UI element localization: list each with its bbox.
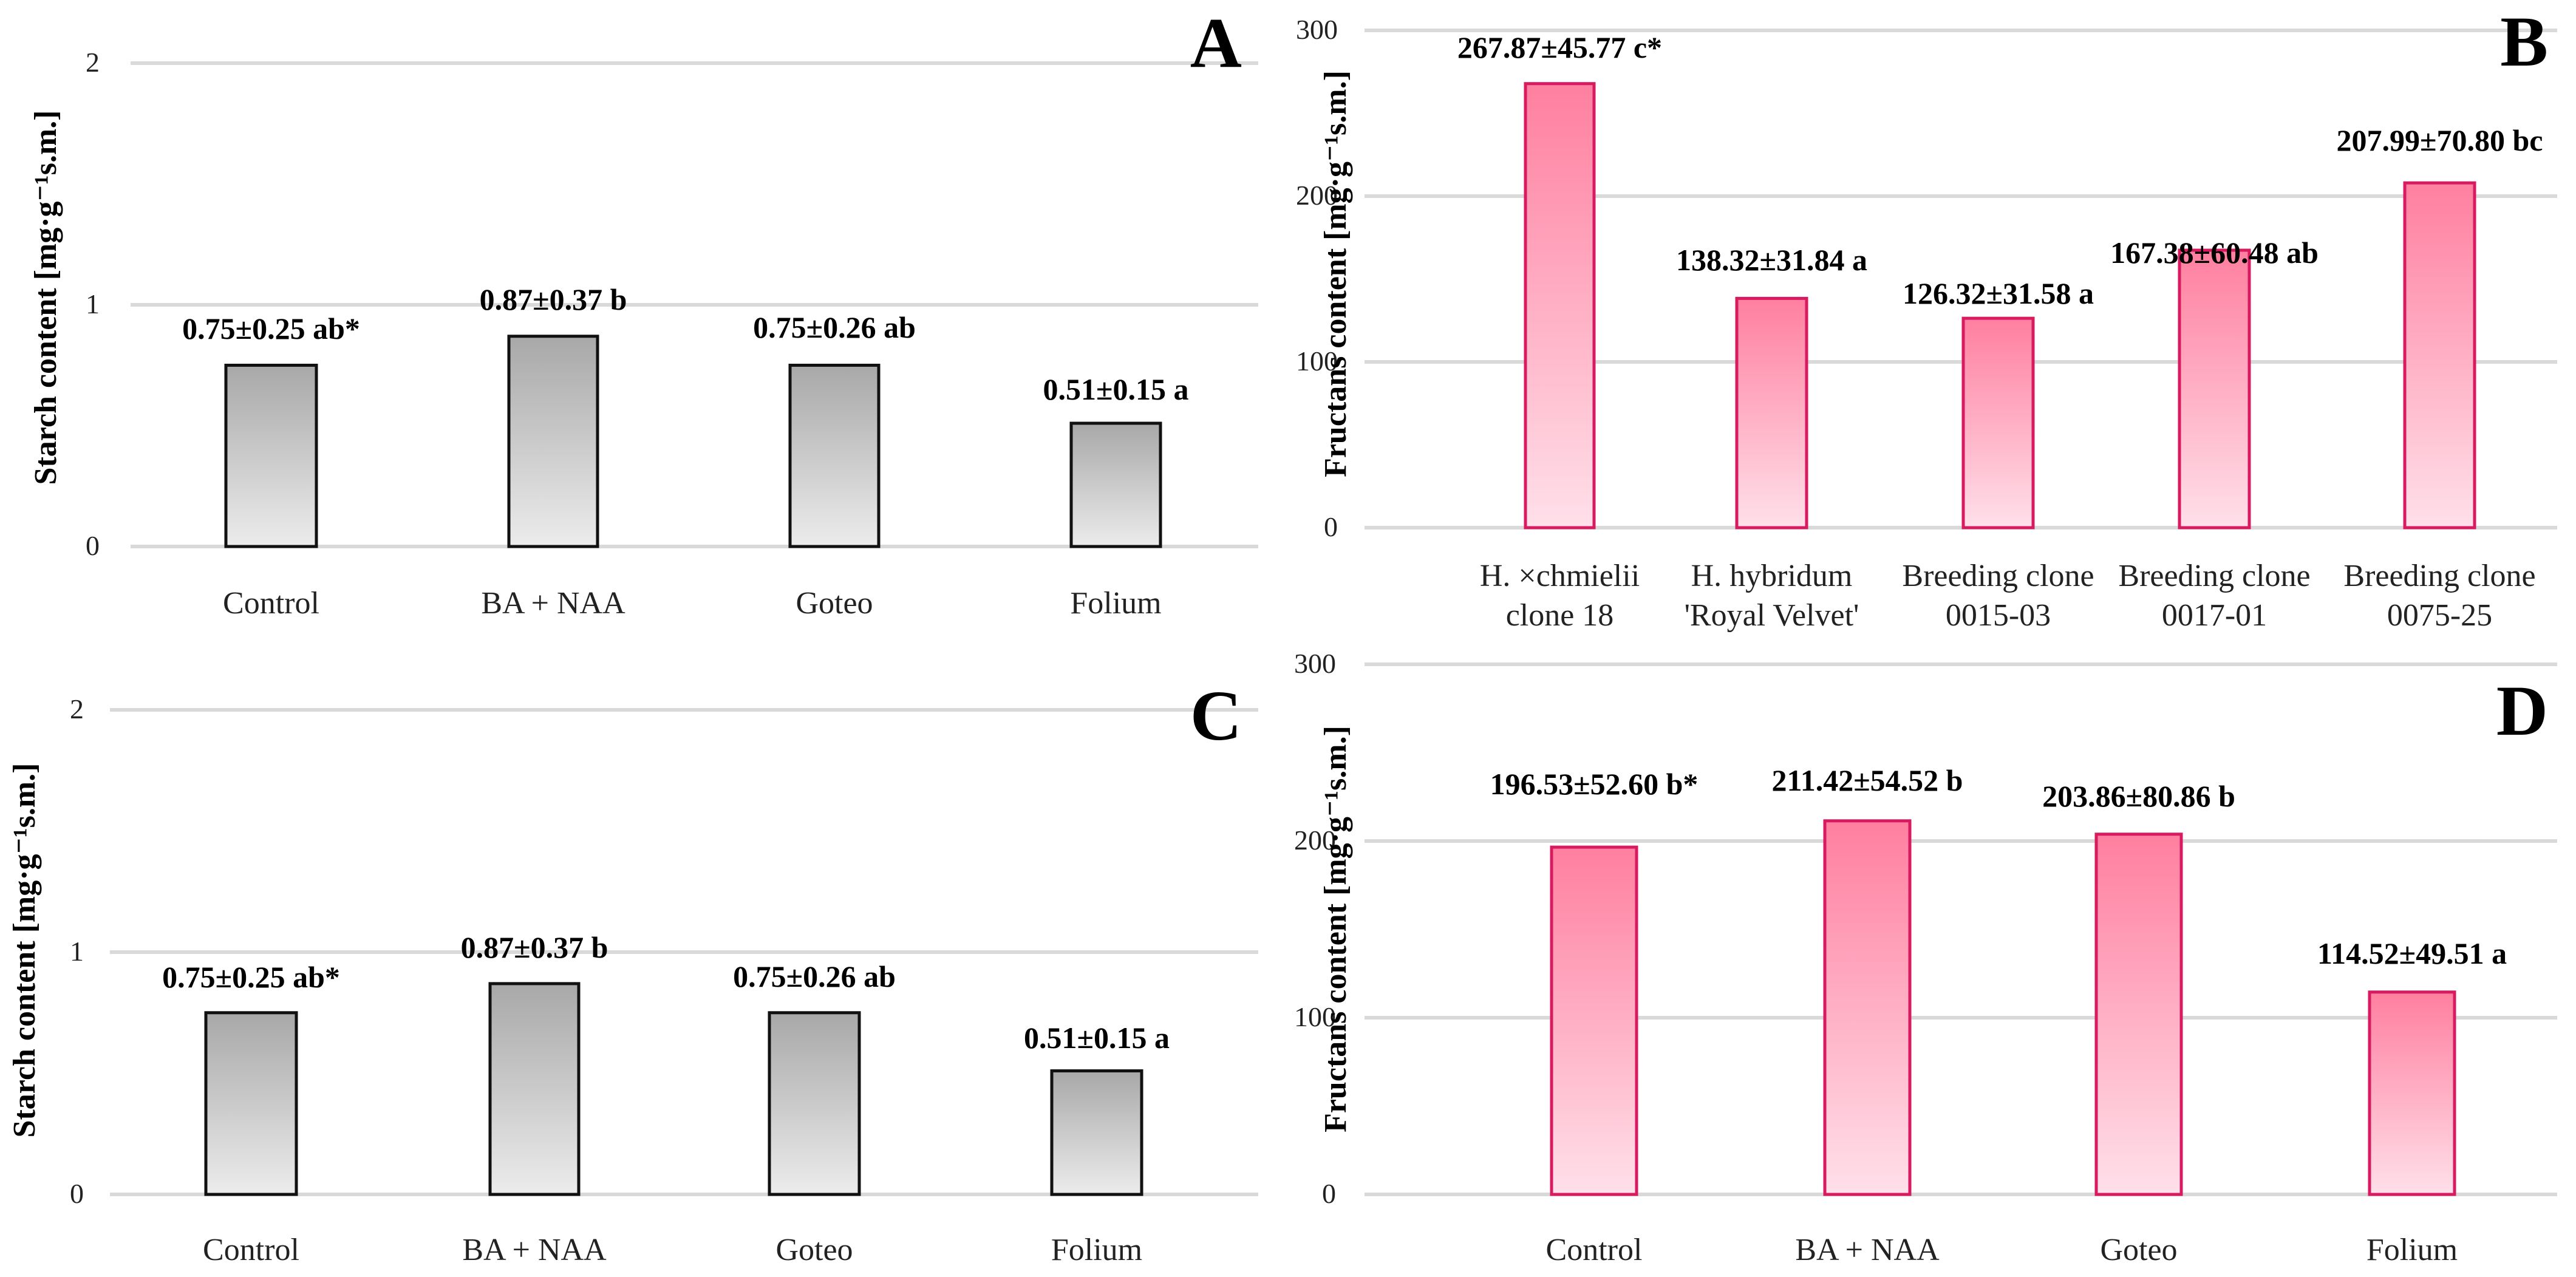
panel-a-data-label: 0.75±0.26 ab <box>753 310 916 344</box>
panel-b-bar <box>1735 296 1808 530</box>
panel-a-data-label: 0.87±0.37 b <box>480 282 627 316</box>
panel-d-y-tick-label: 0 <box>1322 1178 1336 1209</box>
panel-b-y-tick-label: 300 <box>1296 14 1338 45</box>
panel-d-data-label: 196.53±52.60 b* <box>1490 767 1699 801</box>
panel-b-bar <box>2178 248 2251 530</box>
panel-a-y-tick-label: 1 <box>86 288 100 319</box>
panel-b-category-label: H. ×chmielii <box>1480 559 1640 593</box>
panel-b-category-label: 0017-01 <box>2162 598 2267 633</box>
panel-c-y-tick-label: 0 <box>70 1178 84 1209</box>
panel-a-y-tick-label: 0 <box>86 530 100 561</box>
panel-b-bar <box>1961 316 2035 530</box>
panel-a-bar <box>507 335 599 548</box>
panel-c-letter: C <box>1190 676 1242 755</box>
panel-a-data-label: 0.51±0.15 a <box>1043 372 1189 406</box>
panel-b-y-tick-label: 200 <box>1296 180 1338 211</box>
panel-d-category-label: Goteo <box>2100 1233 2177 1267</box>
panel-b-bar <box>2403 181 2476 530</box>
panel-a-y-tick-label: 2 <box>86 47 100 78</box>
panel-c-data-label: 0.51±0.15 a <box>1024 1021 1170 1055</box>
panel-a-y-axis-title: Starch content [mg·g⁻¹s.m.] <box>29 111 63 485</box>
panel-b-category-label: Breeding clone <box>1902 559 2094 593</box>
panel-b-category-label: 0075-25 <box>2387 598 2492 633</box>
panel-b-category-label: Breeding clone <box>2118 559 2310 593</box>
panel-b-letter: B <box>2500 2 2548 81</box>
panel-d-y-tick-label: 300 <box>1294 648 1336 679</box>
panel-d-letter: D <box>2496 671 2548 751</box>
panel-b-data-label: 167.38±60.48 ab <box>2110 236 2319 270</box>
panel-c-bar <box>1050 1069 1143 1196</box>
panel-d-data-label: 114.52±49.51 a <box>2317 936 2507 970</box>
panel-a-category-label: Control <box>223 586 319 621</box>
panel-b-data-label: 126.32±31.58 a <box>1903 276 2094 310</box>
panel-a-bar <box>788 364 881 548</box>
panel-b-data-label: 207.99±70.80 bc <box>2337 123 2543 157</box>
panel-b-y-tick-label: 0 <box>1324 511 1338 542</box>
panel-b-category-label: 'Royal Velvet' <box>1685 598 1859 633</box>
panel-b-category-label: 0015-03 <box>1946 598 2051 633</box>
panel-c-category-label: Folium <box>1051 1233 1142 1267</box>
panel-d-category-label: Folium <box>2366 1233 2458 1267</box>
panel-b-data-label: 267.87±45.77 c* <box>1457 30 1662 64</box>
panel-c-y-tick-label: 1 <box>70 936 84 967</box>
panel-c-category-label: Control <box>203 1233 299 1267</box>
panel-b-y-tick-label: 100 <box>1296 346 1338 376</box>
panel-d-data-label: 203.86±80.86 b <box>2042 779 2235 813</box>
panel-c-category-label: BA + NAA <box>462 1233 607 1267</box>
panel-d-y-tick-label: 200 <box>1294 825 1336 856</box>
panel-c-y-tick-label: 2 <box>70 693 84 724</box>
panel-c-data-label: 0.75±0.26 ab <box>733 959 896 993</box>
panel-d-data-label: 211.42±54.52 b <box>1772 763 1963 797</box>
panel-a-category-label: BA + NAA <box>481 586 625 621</box>
panel-d-bar <box>1823 819 1912 1196</box>
panel-d-bar <box>1550 845 1638 1196</box>
panel-c-data-label: 0.87±0.37 b <box>461 930 608 964</box>
panel-c-bar <box>768 1011 861 1196</box>
panel-a-letter: A <box>1190 3 1242 83</box>
panel-a-bar <box>1069 421 1162 548</box>
panel-b-y-axis-title: Fructans content [mg·g⁻¹s.m.] <box>1318 70 1353 477</box>
panel-c-data-label: 0.75±0.25 ab* <box>162 960 340 994</box>
panel-b-category-label: clone 18 <box>1506 598 1614 633</box>
panel-c-bar <box>488 982 581 1196</box>
panel-b-data-label: 138.32±31.84 a <box>1676 243 1867 277</box>
panel-d-category-label: Control <box>1546 1233 1643 1267</box>
panel-a-data-label: 0.75±0.25 ab* <box>182 312 360 346</box>
panel-a-category-label: Folium <box>1070 586 1161 621</box>
panel-b-category-label: H. hybridum <box>1691 559 1853 593</box>
panel-c-category-label: Goteo <box>775 1233 853 1267</box>
panel-c-bar <box>204 1011 298 1196</box>
panel-b-category-label: Breeding clone <box>2343 559 2535 593</box>
panel-a-category-label: Goteo <box>796 586 873 621</box>
panel-d-y-axis-title: Fructans content [mg·g⁻¹s.m.] <box>1318 726 1353 1132</box>
panel-d-category-label: BA + NAA <box>1795 1233 1940 1267</box>
panel-a-bar <box>224 364 318 548</box>
panel-d-bar <box>2094 833 2183 1196</box>
panel-c-y-axis-title: Starch content [mg·g⁻¹s.m.] <box>7 763 42 1138</box>
panel-b-bar <box>1524 82 1596 530</box>
panel-d-y-tick-label: 100 <box>1294 1001 1336 1032</box>
panel-d-bar <box>2368 990 2456 1196</box>
